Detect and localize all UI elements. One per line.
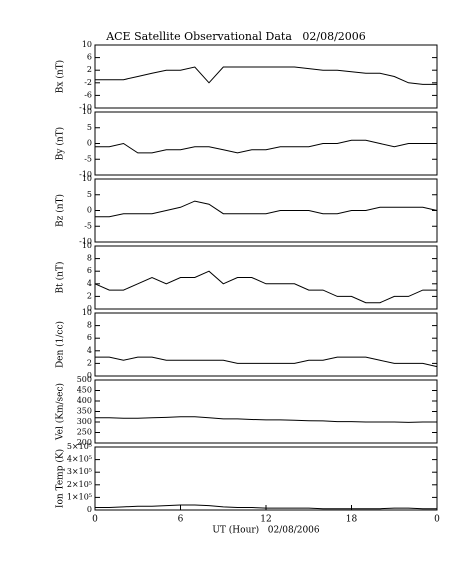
y-tick-label: 2 [87, 65, 92, 74]
y-axis-label: Bx (nT) [55, 60, 66, 93]
x-tick-label: 0 [92, 515, 98, 525]
y-tick-label: -2 [84, 78, 92, 87]
y-tick-label: 10 [82, 40, 92, 49]
x-tick-label: 12 [260, 515, 271, 525]
y-tick-label: 350 [77, 407, 92, 416]
panel-frame [94, 446, 438, 511]
x-axis-label: UT (Hour) 02/08/2006 [212, 525, 320, 536]
x-tick-label: 0 [434, 515, 440, 525]
y-tick-label: 2 [87, 358, 92, 367]
y-tick-label: 0 [87, 505, 92, 514]
y-tick-label: -10 [79, 237, 92, 246]
y-tick-label: -10 [79, 103, 92, 112]
data-line [95, 139, 437, 154]
y-tick-label: 300 [77, 417, 92, 426]
y-tick-label: 5 [87, 190, 92, 199]
y-axis-label: Den (1/cc) [55, 321, 66, 368]
y-tick-label: 6 [87, 266, 92, 275]
y-tick-label: 6 [87, 333, 92, 342]
y-axis-label: Vel (Km/sec) [55, 383, 66, 441]
y-tick-label: 10 [82, 241, 92, 250]
panel-frame [94, 245, 438, 310]
y-tick-label: 2 [87, 291, 92, 300]
y-tick-label: 0 [87, 304, 92, 313]
panel-frame [94, 44, 438, 109]
y-tick-label: 5 [87, 123, 92, 132]
y-tick-label: 500 [77, 375, 92, 384]
y-tick-label: 0 [87, 206, 92, 215]
y-tick-label: 2×10⁵ [67, 480, 92, 489]
y-axis-label: By (nT) [55, 127, 66, 160]
y-tick-label: -5 [84, 221, 92, 230]
y-tick-label: 450 [77, 386, 92, 395]
y-tick-label: -5 [84, 154, 92, 163]
y-tick-label: 8 [87, 254, 92, 263]
chart-title: ACE Satellite Observational Data 02/08/2… [105, 30, 366, 43]
data-line [95, 200, 438, 218]
y-tick-label: 200 [77, 438, 92, 447]
y-tick-label: -10 [79, 170, 92, 179]
x-tick-label: 18 [346, 515, 358, 525]
y-axis-label: Bz (nT) [55, 194, 66, 227]
y-tick-label: 1×10⁵ [67, 492, 92, 501]
y-tick-label: 4 [87, 346, 92, 355]
y-tick-label: 10 [82, 308, 92, 317]
y-tick-label: 10 [82, 174, 92, 183]
y-tick-label: 8 [87, 321, 92, 330]
panel-frame [94, 111, 438, 176]
y-tick-label: 4×10⁵ [67, 455, 92, 464]
y-axis-label: Bt (nT) [55, 262, 66, 294]
y-tick-label: 6 [87, 53, 92, 62]
data-line [95, 66, 437, 85]
panel-frame [94, 379, 438, 444]
y-tick-label: 4 [87, 279, 92, 288]
y-axis-label: Ion Temp (K) [55, 449, 66, 508]
x-tick-label: 6 [178, 515, 184, 525]
y-tick-label: 0 [87, 371, 92, 380]
panel-frame [94, 312, 438, 377]
data-line [94, 270, 437, 304]
data-line [95, 356, 438, 368]
y-tick-label: -6 [84, 90, 92, 99]
panel-frame [94, 178, 438, 243]
y-tick-label: 10 [82, 107, 92, 116]
data-line [95, 416, 437, 423]
y-tick-label: 5×10⁵ [67, 442, 92, 451]
y-tick-label: 3×10⁵ [67, 467, 92, 476]
y-tick-label: 0 [87, 139, 92, 148]
y-tick-label: 400 [77, 396, 92, 405]
y-tick-label: 250 [77, 428, 92, 437]
